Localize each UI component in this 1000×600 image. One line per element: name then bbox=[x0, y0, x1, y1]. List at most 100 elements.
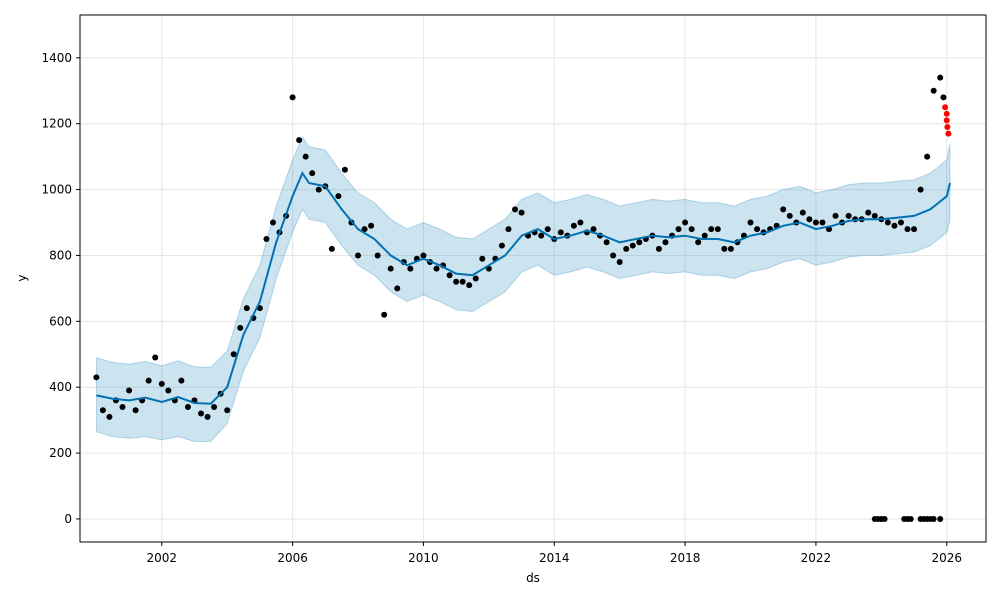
observed-point bbox=[145, 377, 152, 384]
observed-point bbox=[636, 239, 643, 246]
observed-point bbox=[296, 137, 303, 144]
y-tick-label: 800 bbox=[49, 248, 72, 262]
observed-point bbox=[701, 232, 708, 239]
observed-point bbox=[884, 219, 891, 226]
x-tick-label: 2006 bbox=[277, 551, 308, 565]
observed-point bbox=[845, 212, 852, 219]
observed-point bbox=[518, 209, 525, 216]
observed-point bbox=[387, 265, 394, 272]
observed-point bbox=[433, 265, 440, 272]
observed-point bbox=[341, 166, 348, 173]
highlight-points bbox=[942, 104, 952, 137]
observed-point bbox=[106, 413, 113, 420]
x-tick-label: 2002 bbox=[146, 551, 177, 565]
observed-point bbox=[924, 153, 931, 160]
observed-point bbox=[453, 278, 460, 285]
observed-point bbox=[655, 245, 662, 252]
x-axis-title: ds bbox=[526, 571, 540, 585]
observed-point bbox=[891, 222, 898, 229]
y-axis-ticks: 0 200 400 600 800 1000 1200 1400 bbox=[41, 51, 80, 526]
x-tick-label: 2014 bbox=[539, 551, 570, 565]
uncertainty-interval bbox=[95, 135, 951, 442]
observed-point bbox=[198, 410, 205, 417]
observed-point bbox=[897, 219, 904, 226]
observed-point bbox=[394, 285, 401, 292]
y-axis-title: y bbox=[15, 274, 29, 281]
grid-lines bbox=[80, 15, 986, 542]
observed-point bbox=[184, 403, 191, 410]
y-tick-label: 1200 bbox=[41, 117, 72, 131]
x-axis-ticks: 2002 2006 2010 2014 2018 2022 2026 bbox=[146, 542, 962, 565]
observed-point bbox=[911, 226, 918, 233]
highlight-point bbox=[943, 110, 950, 117]
observed-point bbox=[498, 242, 505, 249]
observed-point bbox=[708, 226, 715, 233]
observed-point bbox=[230, 351, 237, 358]
observed-point bbox=[446, 272, 453, 279]
observed-point bbox=[557, 229, 564, 236]
observed-point bbox=[211, 403, 218, 410]
forecast-line bbox=[96, 171, 951, 405]
observed-point bbox=[754, 226, 761, 233]
observed-point bbox=[662, 239, 669, 246]
uncertainty-band bbox=[95, 135, 951, 442]
observed-point bbox=[407, 265, 414, 272]
observed-point bbox=[590, 226, 597, 233]
observed-point bbox=[682, 219, 689, 226]
observed-point bbox=[940, 94, 947, 101]
observed-point bbox=[675, 226, 682, 233]
observed-point bbox=[505, 226, 512, 233]
observed-point bbox=[865, 209, 872, 216]
plot-frame bbox=[79, 14, 987, 543]
observed-point bbox=[819, 219, 826, 226]
observed-point bbox=[832, 212, 839, 219]
observed-point bbox=[570, 222, 577, 229]
observed-point bbox=[315, 186, 322, 193]
observed-point bbox=[799, 209, 806, 216]
observed-point bbox=[727, 245, 734, 252]
observed-point bbox=[152, 354, 159, 361]
observed-point bbox=[747, 219, 754, 226]
observed-point bbox=[269, 219, 276, 226]
observed-point bbox=[616, 259, 623, 266]
observed-point bbox=[178, 377, 185, 384]
observed-point bbox=[204, 413, 211, 420]
observed-point bbox=[309, 170, 316, 177]
observed-point bbox=[623, 245, 630, 252]
observed-point bbox=[937, 74, 944, 81]
x-tick-label: 2022 bbox=[801, 551, 832, 565]
observed-point bbox=[328, 245, 335, 252]
zero-value-point bbox=[881, 515, 888, 522]
observed-point bbox=[871, 212, 878, 219]
observed-point bbox=[165, 387, 172, 394]
zero-value-point bbox=[937, 515, 944, 522]
observed-point bbox=[721, 245, 728, 252]
highlight-point bbox=[943, 117, 950, 124]
observed-point bbox=[361, 226, 368, 233]
observed-point bbox=[780, 206, 787, 213]
observed-point bbox=[930, 87, 937, 94]
observed-point bbox=[806, 216, 813, 223]
highlight-point bbox=[944, 123, 951, 130]
observed-point bbox=[610, 252, 617, 259]
observed-point bbox=[237, 324, 244, 331]
x-tick-label: 2010 bbox=[408, 551, 439, 565]
y-tick-label: 400 bbox=[49, 380, 72, 394]
observed-point bbox=[629, 242, 636, 249]
observed-point bbox=[917, 186, 924, 193]
observed-point bbox=[93, 374, 100, 381]
highlight-point bbox=[945, 130, 952, 137]
observed-point bbox=[688, 226, 695, 233]
x-tick-label: 2026 bbox=[931, 551, 962, 565]
observed-point bbox=[355, 252, 362, 259]
x-tick-label: 2018 bbox=[670, 551, 701, 565]
observed-point bbox=[224, 407, 231, 414]
observed-point bbox=[812, 219, 819, 226]
observed-point bbox=[243, 305, 250, 312]
observed-point bbox=[374, 252, 381, 259]
observed-point bbox=[603, 239, 610, 246]
observed-point bbox=[158, 380, 165, 387]
forecast-line-group bbox=[96, 171, 951, 405]
